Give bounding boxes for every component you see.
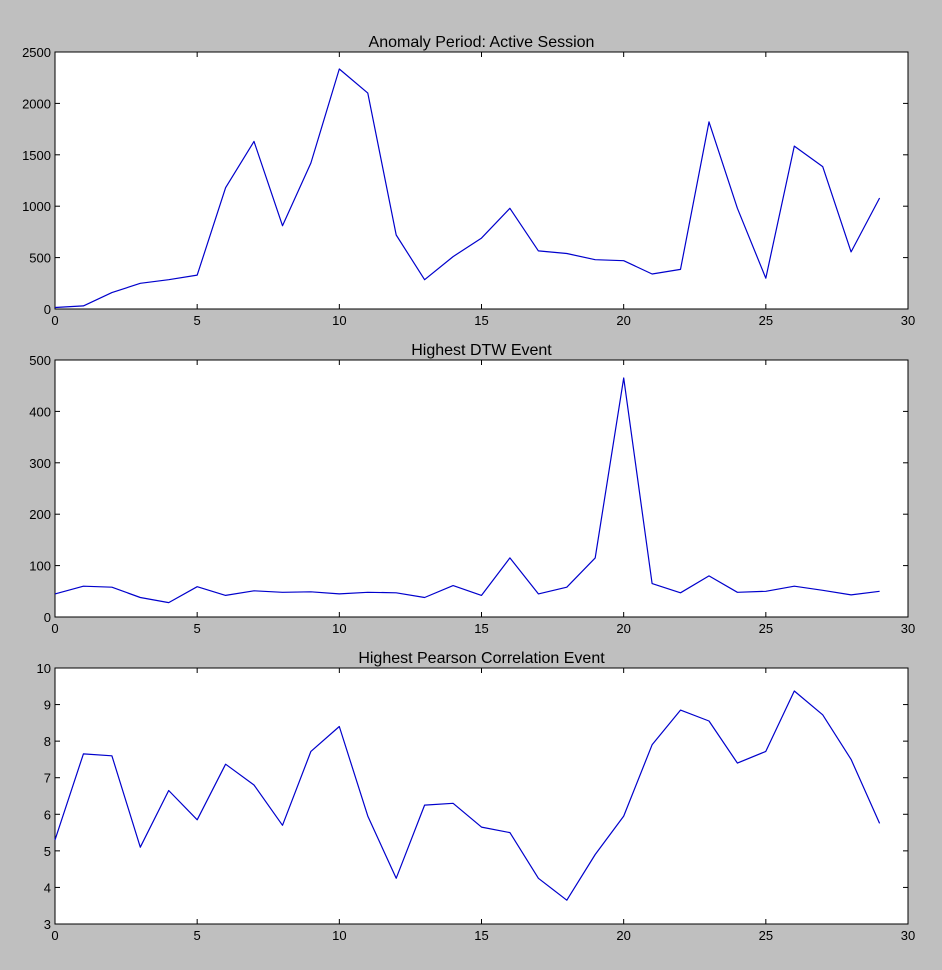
x-tick-label: 10 [332,313,346,328]
series-line-1 [54,68,881,309]
x-tick-label: 25 [759,928,773,943]
series-line-1 [54,377,880,604]
y-tick-label: 10 [37,661,51,676]
x-tick-label: 15 [474,928,488,943]
x-tick-label: 5 [194,313,201,328]
y-tick-label: 5 [44,844,51,859]
y-tick-label: 9 [44,698,51,713]
y-tick-label: 500 [29,353,51,368]
x-tick-label: 0 [51,928,58,943]
y-tick-label: 2500 [22,45,51,60]
y-tick-label: 4 [44,880,51,895]
plot-area [54,667,909,925]
x-tick-label: 30 [901,621,915,636]
y-tick-label: 0 [44,610,51,625]
y-tick-label: 300 [29,456,51,471]
x-tick-label: 5 [194,928,201,943]
y-tick-label: 3 [44,917,51,932]
plot-area [54,359,909,618]
y-tick-label: 0 [44,302,51,317]
chart-title: Highest Pearson Correlation Event [358,650,605,667]
y-tick-label: 8 [44,734,51,749]
x-tick-label: 15 [474,621,488,636]
y-tick-label: 100 [29,559,51,574]
y-tick-label: 1000 [22,199,51,214]
x-tick-label: 25 [759,313,773,328]
x-tick-label: 20 [616,313,630,328]
y-tick-label: 400 [29,404,51,419]
x-tick-label: 20 [616,621,630,636]
y-tick-label: 200 [29,507,51,522]
y-tick-label: 1500 [22,148,51,163]
x-tick-label: 30 [901,313,915,328]
series-line-1 [54,690,881,901]
y-tick-label: 2000 [22,96,51,111]
x-tick-label: 15 [474,313,488,328]
x-tick-label: 10 [332,928,346,943]
x-tick-label: 0 [51,621,58,636]
plot-area [54,51,909,310]
x-tick-label: 30 [901,928,915,943]
chart-title: Highest DTW Event [411,342,552,359]
x-tick-label: 0 [51,313,58,328]
x-tick-label: 5 [194,621,201,636]
x-tick-label: 25 [759,621,773,636]
y-tick-label: 500 [29,251,51,266]
x-tick-label: 20 [616,928,630,943]
y-tick-label: 6 [44,807,51,822]
y-tick-label: 7 [44,771,51,786]
chart-title: Anomaly Period: Active Session [369,34,595,51]
x-tick-label: 10 [332,621,346,636]
chart-1: Anomaly Period: Active Session 0 5 10 15 20 25… [22,34,915,328]
chart-3: Highest Pearson Correlation Event 0 5 10 15 2… [37,650,916,943]
